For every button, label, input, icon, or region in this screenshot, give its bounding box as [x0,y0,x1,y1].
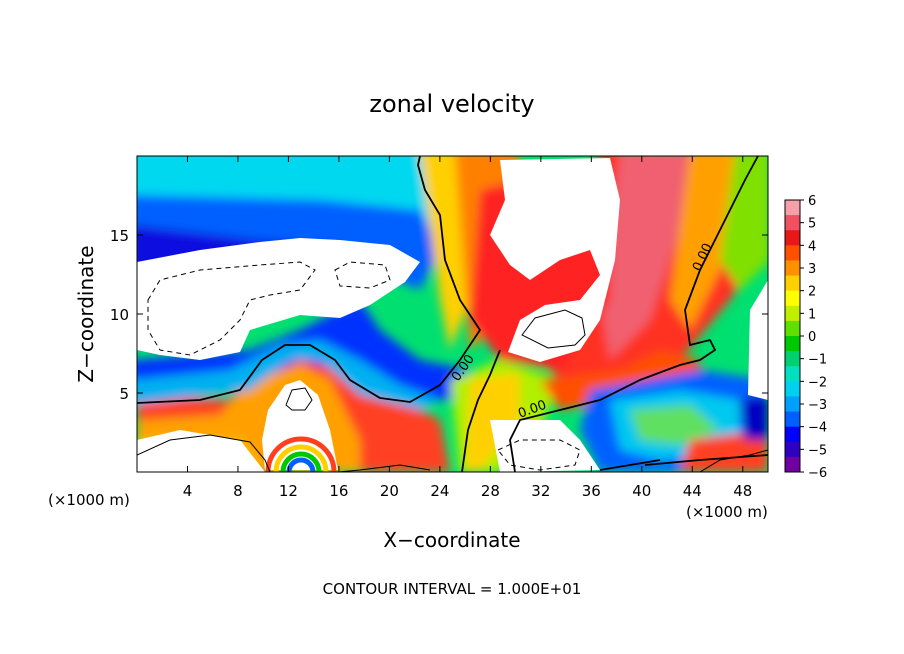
colorbar-swatch [785,396,800,413]
x-tick-label: 12 [279,482,298,500]
colorbar-swatch [785,441,800,458]
colorbar-swatch [785,320,800,337]
y-tick-label: 10 [110,306,129,324]
colorbar-tick-label: −6 [808,466,827,481]
y-tick-label: 5 [119,385,129,403]
colorbar-swatch [785,200,800,216]
colorbar-tick-label: 1 [808,307,816,322]
x-tick-label: 44 [683,482,702,500]
colorbar-swatch [785,366,800,382]
colorbar-tick-label: 0 [808,330,816,345]
x-tick-label: 20 [380,482,399,500]
colorbar-tick-label: −2 [808,375,827,390]
x-unit-left: (×1000 m) [48,491,130,509]
colorbar-swatch [785,426,800,443]
y-axis-label: Z−coordinate [74,245,98,382]
colorbar-tick-label: 5 [808,217,816,232]
y-axis: 5 10 15 [110,227,768,403]
colorbar-tick-label: 3 [808,262,816,277]
colorbar-swatch [785,381,800,397]
colorbar-swatch [785,411,800,428]
x-tick-label: 8 [233,482,243,500]
x-tick-label: 32 [531,482,550,500]
colorbar-swatch [785,336,800,352]
x-tick-label: 4 [183,482,193,500]
colorbar-tick-label: −4 [808,421,827,436]
colorbar-swatch [785,456,800,473]
colorbar-swatch [785,260,800,277]
colorbar-swatch [785,230,800,246]
x-tick-label: 48 [733,482,752,500]
x-tick-label: 16 [329,482,348,500]
colorbar: 6 5 4 3 2 1 0 −1 −2 −3 −4 −5 −6 [784,194,827,481]
colorbar-tick-label: 4 [808,239,816,254]
heatmap-field [137,156,768,472]
x-unit-right: (×1000 m) [686,503,768,521]
colorbar-tick-label: 6 [808,194,816,209]
colorbar-tick-label: −3 [808,398,827,413]
colorbar-tick-label: −5 [808,443,827,458]
y-tick-label: 15 [110,227,129,245]
colorbar-swatch [785,351,800,367]
colorbar-swatch [785,245,800,261]
x-tick-label: 36 [582,482,601,500]
x-axis: 4 8 12 16 20 24 28 32 36 40 44 48 [183,156,752,500]
x-tick-label: 24 [430,482,449,500]
x-axis-label: X−coordinate [383,528,520,552]
contour-interval: CONTOUR INTERVAL = 1.000E+01 [323,580,582,598]
colorbar-swatch [785,290,800,307]
colorbar-swatch [785,275,800,292]
x-tick-label: 28 [481,482,500,500]
x-tick-label: 40 [632,482,651,500]
colorbar-swatch [785,305,800,322]
chart-title: zonal velocity [369,90,534,118]
colorbar-tick-label: 2 [808,285,816,300]
colorbar-tick-label: −1 [808,353,827,368]
colorbar-swatch [785,215,800,231]
